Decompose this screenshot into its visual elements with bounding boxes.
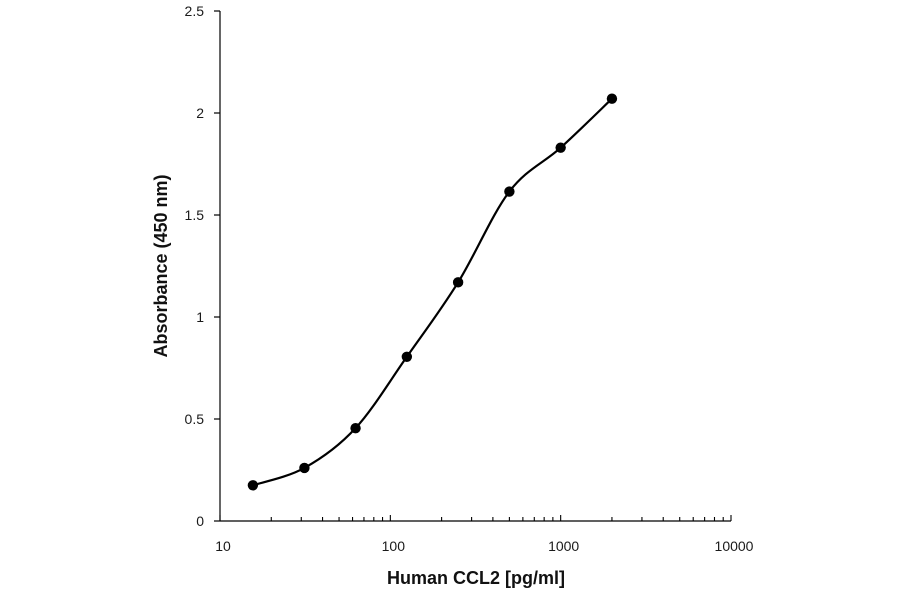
- data-point: [401, 351, 413, 362]
- axes: [219, 11, 731, 522]
- series-line: [252, 97, 613, 487]
- data-point: [504, 186, 515, 197]
- data-series: [247, 93, 618, 491]
- x-tick-label: 10: [215, 538, 231, 554]
- y-tick-label: 1: [196, 309, 204, 325]
- axis-ticks: 0 0.5 1 1.5 2 2.5 10 100 1000 10000: [185, 3, 754, 554]
- y-tick-label: 0: [196, 513, 204, 529]
- data-point: [299, 462, 310, 474]
- data-point: [452, 277, 464, 288]
- data-point: [555, 142, 566, 153]
- x-axis-title: Human CCL2 [pg/ml]: [387, 568, 565, 588]
- x-tick-label: 10000: [715, 538, 754, 554]
- y-tick-label: 2: [196, 105, 204, 121]
- x-tick-label: 1000: [548, 538, 579, 554]
- y-axis-title: Absorbance (450 nm): [151, 174, 171, 357]
- data-point: [247, 480, 259, 491]
- data-point: [350, 422, 361, 434]
- y-tick-label: 1.5: [185, 207, 205, 223]
- x-tick-label: 100: [382, 538, 406, 554]
- y-tick-label: 0.5: [185, 411, 205, 427]
- y-tick-label: 2.5: [185, 3, 205, 19]
- data-point: [606, 93, 618, 104]
